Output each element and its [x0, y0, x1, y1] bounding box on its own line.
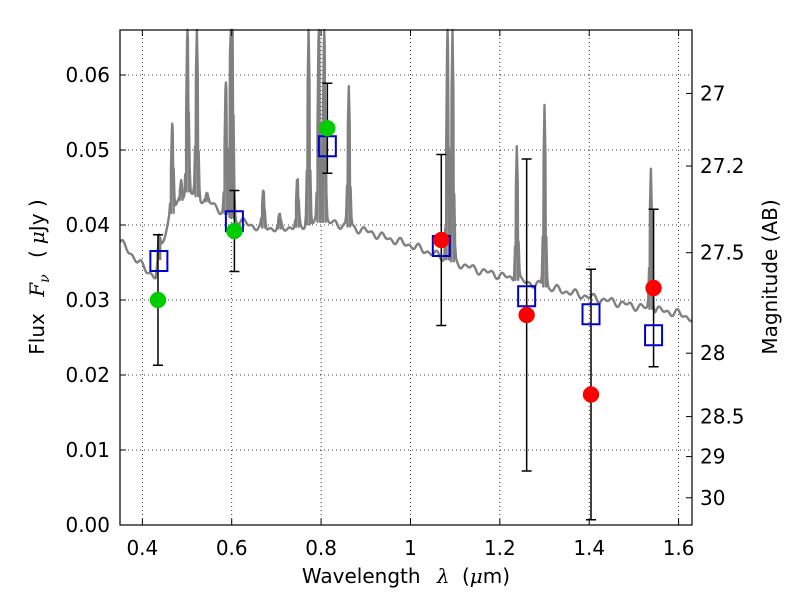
circle-marker — [149, 291, 167, 309]
x-tick-label: 0.6 — [216, 536, 248, 560]
y2-tick-label: 27.5 — [700, 241, 745, 265]
y-axis-label-subscript: ν — [37, 274, 53, 283]
circle-marker — [518, 306, 535, 324]
x-axis-label: Wavelength λ (μm) — [302, 564, 510, 588]
y-tick-label: 0.01 — [65, 438, 110, 462]
circle-marker — [582, 386, 600, 403]
y-axis-label-unit-mu: μ — [25, 231, 49, 244]
x-axis-label-unit-rest: m) — [483, 564, 510, 588]
y2-tick-label: 28 — [700, 341, 725, 365]
y-tick-label: 0.02 — [65, 363, 110, 387]
plot-frame — [119, 29, 693, 526]
x-axis-label-symbol: λ — [436, 564, 450, 588]
circle-marker — [433, 231, 450, 249]
y-tick-label: 0.00 — [65, 513, 110, 537]
circle-marker — [319, 120, 336, 137]
y2-tick-label: 28.5 — [700, 405, 745, 429]
y-axis-label-text: Flux — [25, 313, 49, 355]
x-tick-label: 0.8 — [305, 536, 337, 560]
x-tick-label: 1.2 — [484, 536, 516, 560]
y2-axis-label: Magnitude (AB) — [758, 199, 782, 354]
x-tick-label: 1 — [404, 536, 417, 560]
square-marker — [149, 250, 169, 272]
square-marker — [517, 285, 537, 308]
y-tick-label: 0.05 — [65, 138, 110, 162]
y-axis-label: Flux Fν ( μJy ) — [25, 199, 54, 354]
y2-tick-label: 27.2 — [700, 154, 745, 178]
y-axis-label-symbol: F — [25, 282, 49, 298]
data-markers — [149, 120, 664, 403]
x-tick-label: 0.4 — [126, 536, 158, 560]
x-axis-label-text: Wavelength — [302, 564, 421, 588]
x-tick-label: 1.6 — [663, 536, 695, 560]
axis-ticks: 0.4 0.6 0.8 1 1.2 1.4 1.6 0.00 0.01 0.02 0.03 0.04 0… — [65, 30, 745, 560]
y-axis-label-unit-rest: Jy ) — [25, 199, 49, 233]
y-tick-label: 0.06 — [65, 63, 110, 87]
x-axis-label-unit-mu: μ — [470, 564, 483, 588]
y-axis-label-unit-open: ( — [25, 250, 49, 258]
circle-marker — [226, 222, 243, 240]
square-marker — [581, 303, 601, 326]
y-tick-label: 0.04 — [65, 213, 110, 237]
y2-tick-label: 27 — [700, 81, 725, 105]
x-axis-label-unit-open: ( — [462, 564, 470, 588]
square-marker — [644, 324, 664, 347]
y2-tick-label: 30 — [700, 486, 725, 510]
circle-marker — [645, 279, 662, 297]
x-tick-label: 1.4 — [573, 536, 605, 560]
y-tick-label: 0.03 — [65, 288, 110, 312]
y2-tick-label: 29 — [700, 445, 725, 469]
